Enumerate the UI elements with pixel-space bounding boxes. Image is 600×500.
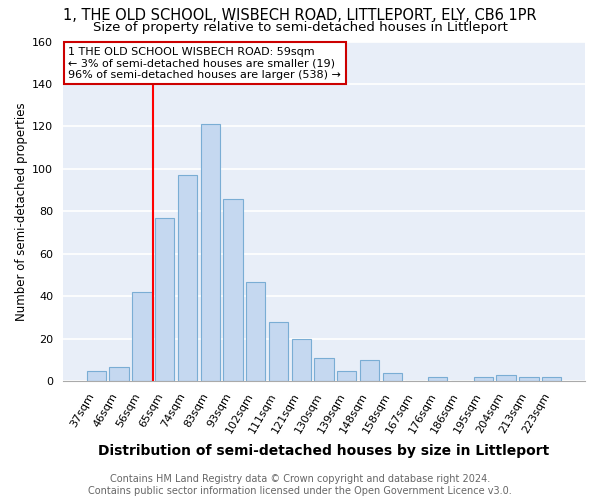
Bar <box>383 373 402 382</box>
X-axis label: Distribution of semi-detached houses by size in Littleport: Distribution of semi-detached houses by … <box>98 444 550 458</box>
Text: 1 THE OLD SCHOOL WISBECH ROAD: 59sqm
← 3% of semi-detached houses are smaller (1: 1 THE OLD SCHOOL WISBECH ROAD: 59sqm ← 3… <box>68 46 341 80</box>
Y-axis label: Number of semi-detached properties: Number of semi-detached properties <box>15 102 28 321</box>
Bar <box>200 124 220 382</box>
Bar <box>178 176 197 382</box>
Bar <box>428 377 448 382</box>
Bar <box>314 358 334 382</box>
Bar <box>246 282 265 382</box>
Bar <box>337 371 356 382</box>
Bar <box>132 292 152 382</box>
Bar <box>473 377 493 382</box>
Text: Size of property relative to semi-detached houses in Littleport: Size of property relative to semi-detach… <box>92 21 508 34</box>
Bar <box>223 198 242 382</box>
Bar <box>360 360 379 382</box>
Bar <box>87 371 106 382</box>
Bar <box>519 377 539 382</box>
Bar <box>109 366 129 382</box>
Text: 1, THE OLD SCHOOL, WISBECH ROAD, LITTLEPORT, ELY, CB6 1PR: 1, THE OLD SCHOOL, WISBECH ROAD, LITTLEP… <box>63 8 537 22</box>
Bar <box>496 375 516 382</box>
Bar <box>292 339 311 382</box>
Bar <box>155 218 175 382</box>
Bar <box>269 322 288 382</box>
Bar <box>542 377 561 382</box>
Text: Contains HM Land Registry data © Crown copyright and database right 2024.
Contai: Contains HM Land Registry data © Crown c… <box>88 474 512 496</box>
